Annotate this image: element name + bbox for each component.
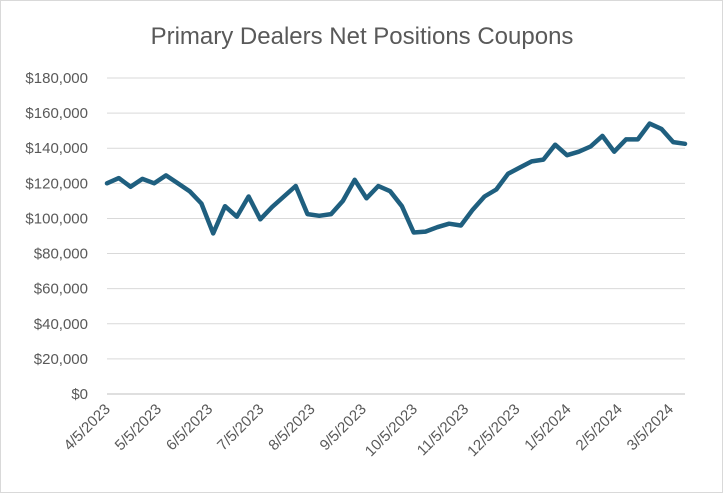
y-tick-label: $20,000 [34, 351, 88, 368]
y-tick-label: $0 [71, 386, 88, 403]
y-tick-label: $160,000 [25, 105, 88, 122]
y-tick-label: $60,000 [34, 281, 88, 298]
x-tick-label: 4/5/2023 [61, 401, 114, 454]
gridlines [107, 77, 685, 395]
series-line [104, 121, 688, 236]
x-tick-label: 11/5/2023 [414, 401, 472, 459]
x-tick-label: 1/5/2024 [521, 401, 574, 454]
y-tick-label: $140,000 [25, 140, 88, 157]
x-axis-ticks: 4/5/20235/5/20236/5/20237/5/20238/5/2023… [61, 401, 678, 460]
x-tick-label: 5/5/2023 [112, 401, 165, 454]
y-tick-label: $40,000 [34, 316, 88, 333]
x-tick-label: 3/5/2024 [624, 401, 677, 454]
y-tick-label: $80,000 [34, 246, 88, 263]
x-tick-label: 7/5/2023 [214, 401, 267, 454]
x-tick-label: 6/5/2023 [163, 401, 216, 454]
x-tick-label: 10/5/2023 [362, 401, 421, 460]
series-layer [104, 121, 688, 236]
x-tick-label: 12/5/2023 [464, 401, 523, 460]
y-tick-label: $180,000 [25, 70, 88, 87]
x-tick-label: 8/5/2023 [265, 401, 318, 454]
x-tick-label: 2/5/2024 [573, 401, 626, 454]
y-tick-label: $100,000 [25, 210, 88, 227]
y-axis-ticks: $0 $20,000 $40,000 $60,000 $80,000 $100,000 $1… [25, 70, 88, 403]
x-tick-label: 9/5/2023 [317, 401, 370, 454]
y-tick-label: $120,000 [25, 175, 88, 192]
chart-title: Primary Dealers Net Positions Coupons [151, 23, 574, 50]
